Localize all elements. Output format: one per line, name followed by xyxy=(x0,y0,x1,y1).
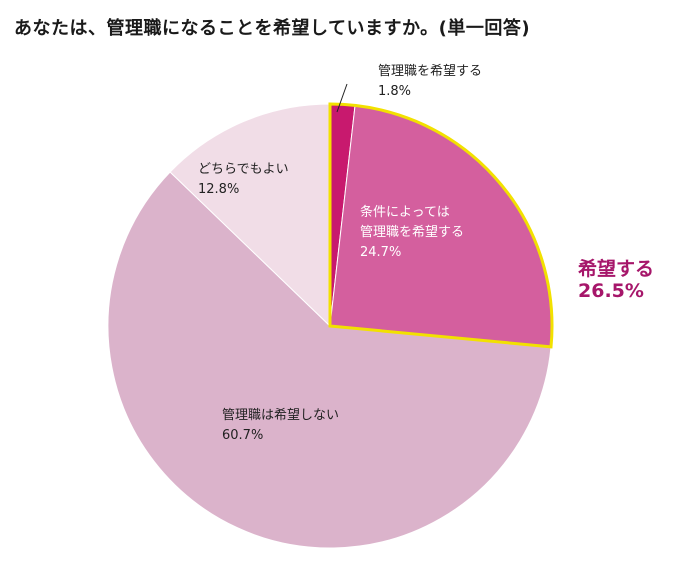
slice-label-text: 管理職を希望する xyxy=(378,64,483,79)
slice-label-text: どちらでもよい xyxy=(198,162,289,177)
highlight-callout: 希望する 26.5% xyxy=(578,258,654,302)
slice-value-text: 60.7% xyxy=(222,428,264,443)
slice-label-text-line2: 管理職を希望する xyxy=(360,225,465,240)
slice-label-conditional: 条件によっては 管理職を希望する 24.7% xyxy=(360,203,464,263)
highlight-label: 希望する xyxy=(578,258,655,280)
slice-value-text: 24.7% xyxy=(360,245,402,260)
slice-no-hope xyxy=(107,171,552,549)
slice-value-text: 12.8% xyxy=(198,182,240,197)
slice-either xyxy=(169,103,331,328)
slice-label-hope: 管理職を希望する 1.8% xyxy=(378,62,482,102)
slice-label-text: 管理職は希望しない xyxy=(222,408,340,423)
slice-label-text-line1: 条件によっては xyxy=(360,205,450,220)
highlight-outline xyxy=(328,102,554,349)
slice-label-no-hope: 管理職は希望しない 60.7% xyxy=(222,406,339,446)
slice-label-either: どちらでもよい 12.8% xyxy=(198,160,289,200)
leader-line xyxy=(336,83,348,113)
highlight-value: 26.5% xyxy=(578,280,644,302)
chart-title: あなたは、管理職になることを希望していますか。(単一回答) xyxy=(14,18,531,39)
slice-value-text: 1.8% xyxy=(378,84,412,99)
